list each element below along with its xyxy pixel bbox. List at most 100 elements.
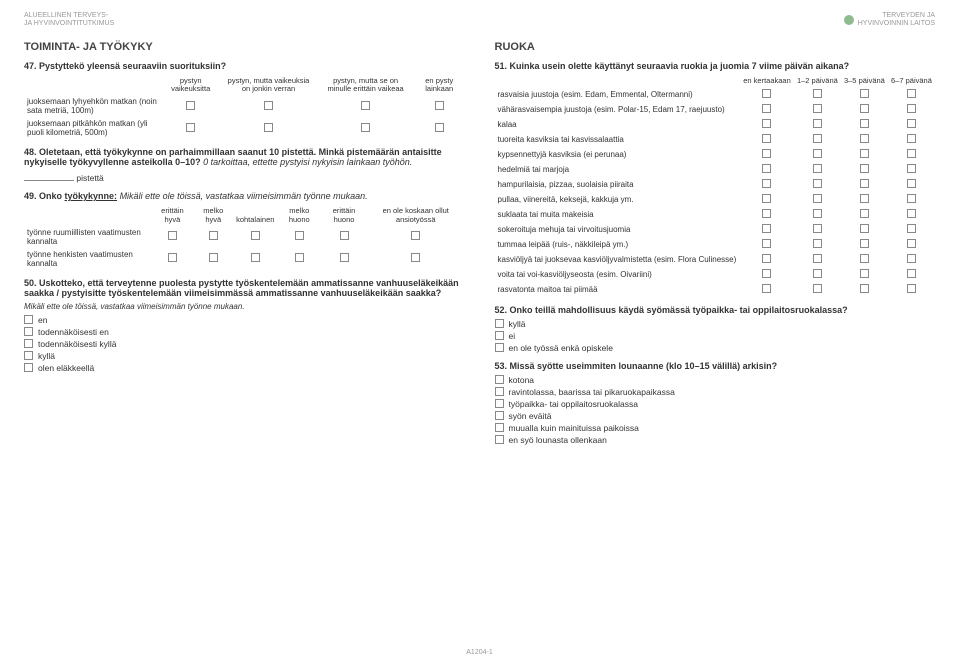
q51-checkbox[interactable]	[860, 134, 869, 143]
header-left-line1: ALUEELLINEN TERVEYS-	[24, 12, 108, 19]
q51-checkbox[interactable]	[860, 179, 869, 188]
q51-checkbox[interactable]	[907, 269, 916, 278]
q49-checkbox[interactable]	[209, 231, 218, 240]
q50-italic: Mikäli ette ole töissä, vastatkaa viimei…	[24, 302, 465, 311]
q51-checkbox[interactable]	[762, 104, 771, 113]
q51-checkbox[interactable]	[860, 224, 869, 233]
q51-checkbox[interactable]	[762, 134, 771, 143]
q50-checkbox[interactable]	[24, 327, 33, 336]
q50-opt-0: en	[38, 315, 47, 325]
q51-checkbox[interactable]	[860, 284, 869, 293]
q49-checkbox[interactable]	[295, 231, 304, 240]
q49-text: 49. Onko työkykynne: Mikäli ette ole töi…	[24, 191, 465, 201]
q51-checkbox[interactable]	[762, 239, 771, 248]
q51-checkbox[interactable]	[907, 119, 916, 128]
q51-checkbox[interactable]	[762, 119, 771, 128]
q51-checkbox[interactable]	[907, 104, 916, 113]
q47-checkbox[interactable]	[361, 123, 370, 132]
q51-checkbox[interactable]	[762, 164, 771, 173]
q51-checkbox[interactable]	[813, 134, 822, 143]
q51-checkbox[interactable]	[762, 224, 771, 233]
q51-col-2: 3–5 päivänä	[841, 75, 888, 87]
q51-checkbox[interactable]	[762, 89, 771, 98]
q51-checkbox[interactable]	[907, 224, 916, 233]
q47-checkbox[interactable]	[186, 101, 195, 110]
q51-checkbox[interactable]	[860, 269, 869, 278]
q51-checkbox[interactable]	[907, 164, 916, 173]
q51-checkbox[interactable]	[813, 194, 822, 203]
q52-checkbox[interactable]	[495, 331, 504, 340]
q50-checkbox[interactable]	[24, 315, 33, 324]
q51-checkbox[interactable]	[907, 239, 916, 248]
q51-checkbox[interactable]	[860, 254, 869, 263]
q53-checkbox[interactable]	[495, 411, 504, 420]
q51-checkbox[interactable]	[762, 209, 771, 218]
q51-checkbox[interactable]	[860, 194, 869, 203]
q51-checkbox[interactable]	[860, 89, 869, 98]
q51-checkbox[interactable]	[762, 149, 771, 158]
q51-checkbox[interactable]	[860, 239, 869, 248]
q47-checkbox[interactable]	[435, 101, 444, 110]
q51-checkbox[interactable]	[762, 179, 771, 188]
q51-checkbox[interactable]	[762, 194, 771, 203]
q49-checkbox[interactable]	[340, 231, 349, 240]
q52-checkbox[interactable]	[495, 343, 504, 352]
q53-checkbox[interactable]	[495, 423, 504, 432]
q47-checkbox[interactable]	[435, 123, 444, 132]
q51-checkbox[interactable]	[907, 149, 916, 158]
q51-checkbox[interactable]	[762, 269, 771, 278]
q53-checkbox[interactable]	[495, 375, 504, 384]
q48-text: 48. Oletetaan, että työkykynne on parhai…	[24, 147, 465, 167]
q49-checkbox[interactable]	[295, 253, 304, 262]
q49-checkbox[interactable]	[251, 231, 260, 240]
q51-checkbox[interactable]	[813, 104, 822, 113]
q49-checkbox[interactable]	[251, 253, 260, 262]
q51-checkbox[interactable]	[907, 89, 916, 98]
q51-checkbox[interactable]	[813, 164, 822, 173]
q51-checkbox[interactable]	[813, 179, 822, 188]
q47-checkbox[interactable]	[264, 101, 273, 110]
q49-checkbox[interactable]	[411, 231, 420, 240]
q48-input-line[interactable]	[24, 171, 74, 181]
q51-checkbox[interactable]	[813, 224, 822, 233]
q51-checkbox[interactable]	[813, 254, 822, 263]
q49-checkbox[interactable]	[411, 253, 420, 262]
q49-checkbox[interactable]	[168, 231, 177, 240]
q50-checkbox[interactable]	[24, 351, 33, 360]
q51-checkbox[interactable]	[907, 134, 916, 143]
q50-checkbox[interactable]	[24, 339, 33, 348]
q47-checkbox[interactable]	[186, 123, 195, 132]
q47-checkbox[interactable]	[264, 123, 273, 132]
q51-checkbox[interactable]	[907, 179, 916, 188]
q51-checkbox[interactable]	[860, 104, 869, 113]
q53-checkbox[interactable]	[495, 435, 504, 444]
q47-checkbox[interactable]	[361, 101, 370, 110]
q51-checkbox[interactable]	[813, 209, 822, 218]
page-header: ALUEELLINEN TERVEYS- JA HYVINVOINTITUTKI…	[24, 12, 935, 29]
q49-checkbox[interactable]	[209, 253, 218, 262]
header-left-line2: JA HYVINVOINTITUTKIMUS	[24, 20, 114, 27]
q53-checkbox[interactable]	[495, 399, 504, 408]
q51-checkbox[interactable]	[860, 164, 869, 173]
q50-text: 50. Uskotteko, että terveytenne puolesta…	[24, 278, 465, 298]
q51-checkbox[interactable]	[762, 254, 771, 263]
q49-checkbox[interactable]	[168, 253, 177, 262]
q51-checkbox[interactable]	[813, 119, 822, 128]
q51-checkbox[interactable]	[813, 284, 822, 293]
q51-checkbox[interactable]	[860, 149, 869, 158]
q51-checkbox[interactable]	[813, 89, 822, 98]
q51-checkbox[interactable]	[813, 149, 822, 158]
q51-checkbox[interactable]	[860, 119, 869, 128]
q51-checkbox[interactable]	[907, 194, 916, 203]
q51-checkbox[interactable]	[762, 284, 771, 293]
q49-checkbox[interactable]	[340, 253, 349, 262]
q51-checkbox[interactable]	[907, 254, 916, 263]
q51-checkbox[interactable]	[813, 269, 822, 278]
q51-checkbox[interactable]	[907, 209, 916, 218]
q51-checkbox[interactable]	[907, 284, 916, 293]
q52-checkbox[interactable]	[495, 319, 504, 328]
q51-checkbox[interactable]	[813, 239, 822, 248]
q50-checkbox[interactable]	[24, 363, 33, 372]
q51-checkbox[interactable]	[860, 209, 869, 218]
q53-checkbox[interactable]	[495, 387, 504, 396]
